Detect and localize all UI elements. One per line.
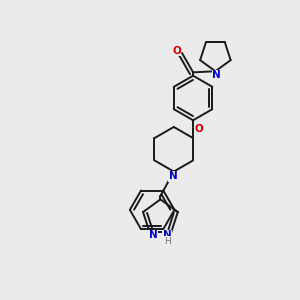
Text: N: N — [169, 171, 177, 181]
Text: N: N — [149, 230, 158, 241]
Text: N: N — [163, 230, 172, 241]
Text: H: H — [164, 237, 171, 246]
Text: O: O — [172, 46, 181, 56]
Text: O: O — [195, 124, 203, 134]
Text: N: N — [212, 70, 221, 80]
